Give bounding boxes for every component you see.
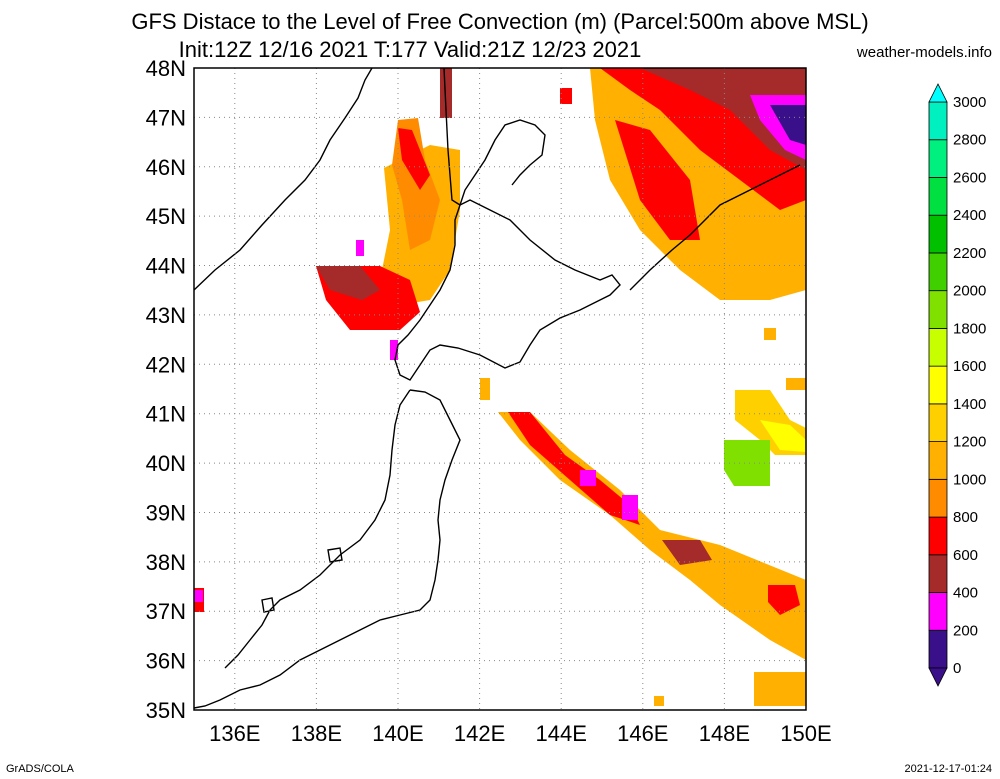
- map-title: GFS Distace to the Level of Free Convect…: [131, 9, 869, 34]
- field-patch-orange-4: [480, 378, 490, 400]
- colorbar-segment: [928, 403, 948, 443]
- lat-label: 35N: [146, 698, 186, 723]
- field-patch-green-1: [724, 440, 770, 486]
- lon-label: 144E: [536, 721, 587, 746]
- field-patch-magenta-1: [356, 240, 364, 256]
- coastline-kuril: [629, 164, 801, 291]
- lon-label: 146E: [617, 721, 668, 746]
- coastline-honshu: [193, 389, 461, 709]
- lon-label: 142E: [454, 721, 505, 746]
- lon-label: 148E: [699, 721, 750, 746]
- footer-credit: GrADS/COLA: [6, 763, 74, 775]
- coastline-hokkaido: [394, 199, 621, 381]
- colorbar-segment: [928, 441, 948, 480]
- colorbar-label: 600: [953, 547, 978, 564]
- field-patch-orange-7: [786, 378, 806, 390]
- field-patch-brown-2: [440, 68, 452, 118]
- map-frame: [193, 67, 807, 711]
- colorbar-label: 2200: [953, 245, 986, 262]
- lat-label: 47N: [146, 105, 186, 130]
- colorbar-label: 1400: [953, 396, 986, 413]
- colorbar-label: 2600: [953, 169, 986, 186]
- colorbar-segment: [928, 554, 948, 593]
- colorbar-label: 2400: [953, 207, 986, 224]
- colorbar-segment: [928, 327, 948, 367]
- colorbar-segment: [928, 252, 948, 292]
- lat-label: 39N: [146, 500, 186, 525]
- field-patch-red-6: [508, 412, 640, 525]
- field-patch-orange-5: [754, 672, 806, 706]
- colorbar-label: 1200: [953, 434, 986, 451]
- lon-label: 138E: [291, 721, 342, 746]
- coastline-sado: [327, 547, 343, 563]
- longitude-labels: 136E 138E 140E 142E 144E 146E 148E 150E: [209, 721, 832, 746]
- field-patch-orange-8: [764, 328, 776, 340]
- lat-label: 48N: [146, 56, 186, 81]
- lat-label: 43N: [146, 303, 186, 328]
- colorbar-label: 800: [953, 509, 978, 526]
- colorbar-label: 200: [953, 622, 978, 639]
- lat-label: 44N: [146, 254, 186, 279]
- field-patch-magenta-5: [622, 495, 638, 520]
- colorbar-label: 1000: [953, 471, 986, 488]
- lat-label: 46N: [146, 155, 186, 180]
- lon-label: 136E: [209, 721, 260, 746]
- lat-label: 37N: [146, 599, 186, 624]
- colorbar-label: 2800: [953, 132, 986, 149]
- colorbar-segment: [928, 478, 948, 518]
- field-patch-purple-1: [770, 105, 806, 145]
- colorbar-segment: [928, 516, 948, 556]
- lat-label: 41N: [146, 402, 186, 427]
- lon-label: 140E: [372, 721, 423, 746]
- lon-label: 150E: [780, 721, 831, 746]
- latitude-labels: 48N 47N 46N 45N 44N 43N 42N 41N 40N 39N 38N 37N 36N 3…: [146, 56, 186, 723]
- colorbar-label: 1600: [953, 358, 986, 375]
- colorbar-min-arrow: [928, 667, 948, 687]
- field-patch-red-4: [615, 120, 700, 240]
- colorbar-segment: [928, 365, 948, 405]
- coastlines: [193, 67, 801, 709]
- coastline-oki: [261, 597, 275, 613]
- colorbar-segment: [928, 214, 948, 254]
- lat-label: 45N: [146, 204, 186, 229]
- coastline-honshu-west: [224, 389, 411, 669]
- colorbar-max-arrow: [928, 83, 948, 103]
- footer-timestamp: 2021-12-17-01:24: [904, 763, 992, 775]
- colorbar-label: 2000: [953, 283, 986, 300]
- colorbar-label: 3000: [953, 94, 986, 111]
- colorbar-label: 0: [953, 660, 961, 677]
- colorbar: 0 200 400 600 800 1000 1200 1400 1600 1800 2000 220…: [928, 83, 986, 687]
- lat-label: 40N: [146, 451, 186, 476]
- coastline-asia-mainland: [193, 67, 373, 291]
- field-patch-orange-6: [654, 696, 664, 706]
- field-patch-red-5: [560, 88, 572, 104]
- lfc-field: [194, 68, 806, 706]
- field-patch-brown-3: [640, 68, 806, 170]
- lat-label: 42N: [146, 352, 186, 377]
- coastline-sakhalin: [443, 67, 546, 207]
- colorbar-label: 1800: [953, 320, 986, 337]
- map-subtitle: Init:12Z 12/16 2021 T:177 Valid:21Z 12/2…: [178, 37, 642, 62]
- lat-label: 38N: [146, 550, 186, 575]
- field-patch-yellow-1: [760, 420, 806, 452]
- colorbar-segment: [928, 629, 948, 669]
- lat-label: 36N: [146, 649, 186, 674]
- colorbar-segment: [928, 177, 948, 216]
- colorbar-label: 400: [953, 585, 978, 602]
- colorbar-segment: [928, 139, 948, 178]
- field-patch-red-1: [398, 128, 430, 190]
- colorbar-segment: [928, 290, 948, 329]
- field-patch-brown-1: [316, 266, 380, 300]
- colorbar-segment: [928, 101, 948, 141]
- field-patch-magenta-6: [194, 590, 203, 602]
- colorbar-segment: [928, 592, 948, 631]
- field-patch-brown-4: [662, 540, 712, 565]
- site-credit: weather-models.info: [856, 44, 992, 61]
- field-patch-magenta-4: [580, 470, 596, 486]
- field-patch-red-7: [768, 585, 800, 615]
